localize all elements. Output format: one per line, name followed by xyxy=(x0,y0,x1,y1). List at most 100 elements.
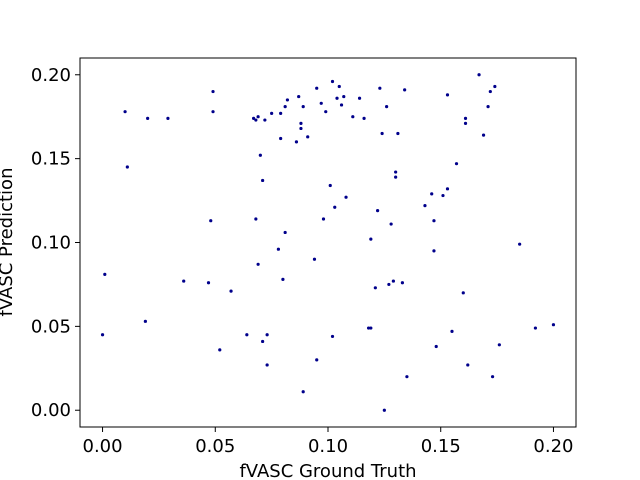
data-point-100 xyxy=(551,323,556,327)
y-tick-label-3: 0.15 xyxy=(31,149,71,170)
data-point-86 xyxy=(454,162,459,166)
data-point-56 xyxy=(351,115,355,119)
x-tick-label-3: 0.15 xyxy=(421,436,461,457)
data-point-16 xyxy=(254,118,258,122)
data-point-53 xyxy=(339,103,344,107)
data-point-33 xyxy=(285,98,290,102)
data-point-57 xyxy=(357,96,362,100)
data-point-64 xyxy=(378,86,382,90)
data-point-75 xyxy=(403,88,407,92)
y-tick-label-2: 0.10 xyxy=(31,233,71,254)
data-point-94 xyxy=(488,89,492,94)
y-tick-label-0: 0.00 xyxy=(31,400,71,421)
data-point-7 xyxy=(182,279,186,283)
data-point-31 xyxy=(283,230,287,235)
data-point-4 xyxy=(143,319,147,323)
data-point-13 xyxy=(229,289,233,293)
data-point-29 xyxy=(279,136,283,141)
data-point-11 xyxy=(211,89,215,94)
data-points xyxy=(100,73,556,412)
data-point-68 xyxy=(387,282,391,287)
data-point-93 xyxy=(486,105,490,109)
y-tick-label-1: 0.05 xyxy=(31,316,71,337)
data-point-38 xyxy=(301,390,305,394)
data-point-59 xyxy=(366,326,371,330)
data-point-51 xyxy=(335,96,339,100)
data-point-90 xyxy=(466,363,470,367)
data-point-80 xyxy=(432,219,436,223)
data-point-79 xyxy=(432,249,436,253)
data-point-78 xyxy=(430,192,434,196)
data-point-43 xyxy=(315,358,319,362)
data-point-8 xyxy=(206,281,211,285)
data-point-69 xyxy=(389,222,393,226)
x-tick-label-0: 0.00 xyxy=(83,436,123,457)
data-point-12 xyxy=(218,348,222,352)
x-tick-label-2: 0.10 xyxy=(308,436,348,457)
data-point-21 xyxy=(261,178,265,183)
data-point-77 xyxy=(423,204,427,208)
data-point-55 xyxy=(344,195,348,199)
x-axis-ticks: 0.00 0.05 0.10 0.15 0.20 xyxy=(83,427,573,457)
data-point-46 xyxy=(324,110,328,114)
data-point-85 xyxy=(450,329,454,333)
data-point-14 xyxy=(245,333,249,337)
data-point-40 xyxy=(306,135,310,139)
data-point-44 xyxy=(319,101,323,105)
x-tick-label-4: 0.20 xyxy=(533,436,573,457)
data-point-5 xyxy=(146,116,150,120)
data-point-95 xyxy=(490,375,495,379)
y-tick-label-4: 0.20 xyxy=(31,65,71,86)
data-point-72 xyxy=(394,170,398,174)
data-point-65 xyxy=(380,131,384,136)
data-point-71 xyxy=(394,175,398,179)
data-point-1 xyxy=(103,272,107,276)
data-point-34 xyxy=(294,140,299,144)
data-point-67 xyxy=(385,105,389,109)
data-point-70 xyxy=(391,279,395,283)
data-point-30 xyxy=(281,277,285,281)
data-point-84 xyxy=(445,93,450,97)
data-point-3 xyxy=(125,165,129,169)
data-point-92 xyxy=(481,133,486,137)
data-point-49 xyxy=(330,334,335,339)
data-point-74 xyxy=(400,281,404,285)
data-point-60 xyxy=(369,326,373,330)
data-point-37 xyxy=(299,121,303,126)
data-point-52 xyxy=(337,84,341,89)
data-point-28 xyxy=(279,111,283,115)
y-axis-label: fVASC Prediction xyxy=(0,168,17,317)
data-point-9 xyxy=(209,219,213,223)
data-point-83 xyxy=(445,187,450,191)
data-point-2 xyxy=(123,110,127,114)
data-point-98 xyxy=(518,242,522,246)
x-tick-label-1: 0.05 xyxy=(195,436,235,457)
data-point-58 xyxy=(362,116,366,120)
data-point-35 xyxy=(297,94,301,99)
data-point-97 xyxy=(497,343,501,347)
data-point-36 xyxy=(299,126,303,131)
data-point-18 xyxy=(256,262,260,266)
data-point-48 xyxy=(330,79,335,84)
data-point-0 xyxy=(100,333,105,337)
data-point-82 xyxy=(441,193,445,198)
data-point-15 xyxy=(252,116,256,120)
data-point-50 xyxy=(333,205,337,209)
data-point-88 xyxy=(463,116,468,120)
data-point-89 xyxy=(463,121,468,126)
data-point-39 xyxy=(301,105,305,109)
data-point-19 xyxy=(256,115,260,119)
data-point-22 xyxy=(261,339,265,344)
x-axis-label: fVASC Ground Truth xyxy=(239,461,416,480)
data-point-23 xyxy=(263,118,267,122)
data-point-27 xyxy=(276,247,280,251)
data-point-54 xyxy=(342,94,346,99)
data-point-96 xyxy=(493,84,497,89)
data-point-76 xyxy=(405,375,409,379)
data-point-87 xyxy=(461,291,465,295)
data-point-42 xyxy=(315,86,319,90)
y-axis-ticks: 0.00 0.05 0.10 0.15 0.20 xyxy=(31,65,80,421)
data-point-26 xyxy=(270,111,274,115)
data-point-91 xyxy=(477,73,481,77)
